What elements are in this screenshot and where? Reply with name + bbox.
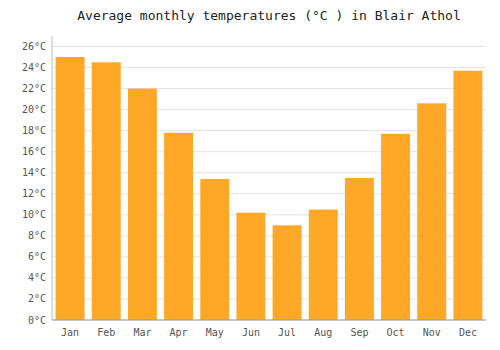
y-tick-label: 4°C [28,272,46,283]
y-tick-label: 14°C [22,167,46,178]
x-tick-label: Jan [61,327,79,338]
y-tick-label: 12°C [22,188,46,199]
bar [345,178,374,320]
x-tick-label: Nov [423,327,441,338]
bars [56,57,483,320]
bar [273,225,302,320]
y-tick-label: 18°C [22,125,46,136]
y-axis-line [52,36,53,320]
grid-line [52,46,486,47]
y-tick-label: 26°C [22,41,46,52]
bar [236,213,265,320]
bar [56,57,85,320]
y-tick-label: 10°C [22,209,46,220]
bar [309,210,338,320]
x-tick-label: Jul [278,327,296,338]
bar [92,62,121,320]
chart: Average monthly temperatures (°C ) in Bl… [0,0,500,350]
x-tick-label: Dec [459,327,477,338]
x-tick-label: May [206,327,224,338]
y-tick-label: 8°C [28,230,46,241]
x-tick-label: Apr [170,327,188,338]
y-tick-label: 6°C [28,251,46,262]
bar [381,134,410,320]
x-tick-label: Jun [242,327,260,338]
x-tick-label: Aug [314,327,332,338]
title: Average monthly temperatures (°C ) in Bl… [77,8,461,23]
x-tick-label: Mar [133,327,151,338]
x-tick-label: Feb [97,327,115,338]
y-tick-label: 22°C [22,83,46,94]
bar [417,103,446,320]
x-axis-line [52,320,486,321]
bar [200,179,229,320]
y-tick-label: 24°C [22,62,46,73]
y-tick-label: 16°C [22,146,46,157]
x-tick-label: Sep [350,327,368,338]
grid [52,47,486,320]
y-tick-label: 20°C [22,104,46,115]
y-tick-label: 0°C [28,315,46,326]
x-tick-label: Oct [387,327,405,338]
bar [453,71,482,320]
y-tick-label: 2°C [28,293,46,304]
bar [128,89,157,320]
bar [164,133,193,320]
grid-line [52,320,486,321]
